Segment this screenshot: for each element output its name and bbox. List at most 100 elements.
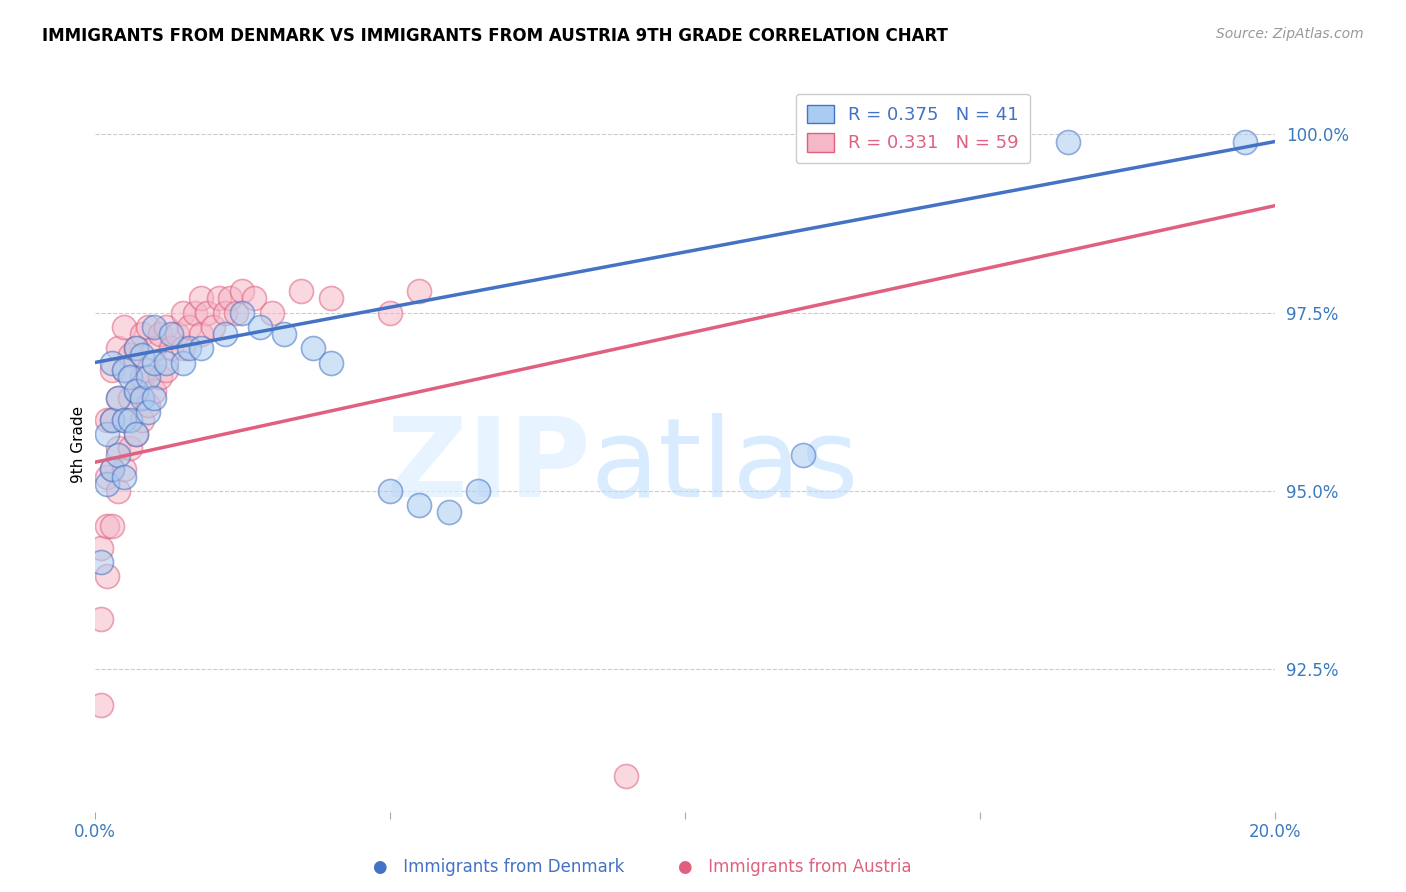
Point <box>214 305 236 319</box>
Point <box>1057 135 1080 149</box>
Point <box>112 412 135 426</box>
Point <box>125 384 148 398</box>
Point <box>112 319 135 334</box>
Point <box>290 285 312 299</box>
Point <box>207 292 229 306</box>
Point <box>249 319 271 334</box>
Point <box>190 341 212 355</box>
Point <box>160 341 183 355</box>
Text: ●   Immigrants from Denmark: ● Immigrants from Denmark <box>374 858 624 876</box>
Text: IMMIGRANTS FROM DENMARK VS IMMIGRANTS FROM AUSTRIA 9TH GRADE CORRELATION CHART: IMMIGRANTS FROM DENMARK VS IMMIGRANTS FR… <box>42 27 948 45</box>
Point <box>96 426 118 441</box>
Point <box>125 384 148 398</box>
Point <box>231 285 253 299</box>
Point <box>90 698 112 712</box>
Point <box>125 426 148 441</box>
Point <box>408 498 430 512</box>
Point <box>136 405 159 419</box>
Point <box>184 305 207 319</box>
Point <box>142 391 165 405</box>
Point <box>125 341 148 355</box>
Point <box>107 341 129 355</box>
Point <box>96 519 118 533</box>
Point <box>190 292 212 306</box>
Point <box>155 362 177 376</box>
Point <box>101 412 124 426</box>
Point <box>273 326 295 341</box>
Point <box>319 355 342 369</box>
Point <box>112 362 135 376</box>
Point <box>319 292 342 306</box>
Point <box>131 391 153 405</box>
Point <box>408 285 430 299</box>
Text: ZIP: ZIP <box>387 413 591 520</box>
Point <box>179 341 201 355</box>
Point <box>219 292 242 306</box>
Point <box>142 384 165 398</box>
Point <box>107 391 129 405</box>
Point <box>302 341 325 355</box>
Point <box>125 426 148 441</box>
Point <box>378 483 401 498</box>
Point <box>437 505 460 519</box>
Point <box>136 398 159 412</box>
Point <box>107 391 129 405</box>
Point <box>142 355 165 369</box>
Text: Source: ZipAtlas.com: Source: ZipAtlas.com <box>1216 27 1364 41</box>
Point <box>201 319 224 334</box>
Point <box>125 341 148 355</box>
Point <box>120 369 142 384</box>
Point <box>179 319 201 334</box>
Point <box>467 483 489 498</box>
Point <box>112 462 135 476</box>
Point <box>172 305 194 319</box>
Point <box>378 305 401 319</box>
Point <box>136 362 159 376</box>
Point <box>120 348 142 362</box>
Point <box>166 326 188 341</box>
Point <box>131 369 153 384</box>
Point <box>107 441 129 455</box>
Point <box>120 441 142 455</box>
Point <box>96 476 118 491</box>
Point <box>90 555 112 569</box>
Point <box>142 319 165 334</box>
Point <box>131 412 153 426</box>
Point <box>214 326 236 341</box>
Point <box>101 362 124 376</box>
Point <box>120 412 142 426</box>
Text: atlas: atlas <box>591 413 859 520</box>
Point <box>172 341 194 355</box>
Point <box>101 462 124 476</box>
Point <box>195 305 218 319</box>
Point <box>149 326 172 341</box>
Point <box>96 412 118 426</box>
Y-axis label: 9th Grade: 9th Grade <box>72 406 86 483</box>
Point <box>112 412 135 426</box>
Point <box>149 369 172 384</box>
Point <box>90 612 112 626</box>
Point <box>90 541 112 555</box>
Point <box>136 319 159 334</box>
Point <box>136 369 159 384</box>
Point <box>101 519 124 533</box>
Point <box>120 391 142 405</box>
Point <box>101 355 124 369</box>
Point <box>107 448 129 462</box>
Point <box>96 569 118 583</box>
Point <box>107 483 129 498</box>
Point <box>131 326 153 341</box>
Point <box>190 326 212 341</box>
Point <box>101 412 124 426</box>
Point <box>96 469 118 483</box>
Point <box>112 362 135 376</box>
Point <box>231 305 253 319</box>
Point <box>160 326 183 341</box>
Point <box>172 355 194 369</box>
Point <box>131 348 153 362</box>
Point <box>101 462 124 476</box>
Point <box>112 469 135 483</box>
Point <box>792 448 814 462</box>
Point <box>243 292 266 306</box>
Point <box>155 355 177 369</box>
